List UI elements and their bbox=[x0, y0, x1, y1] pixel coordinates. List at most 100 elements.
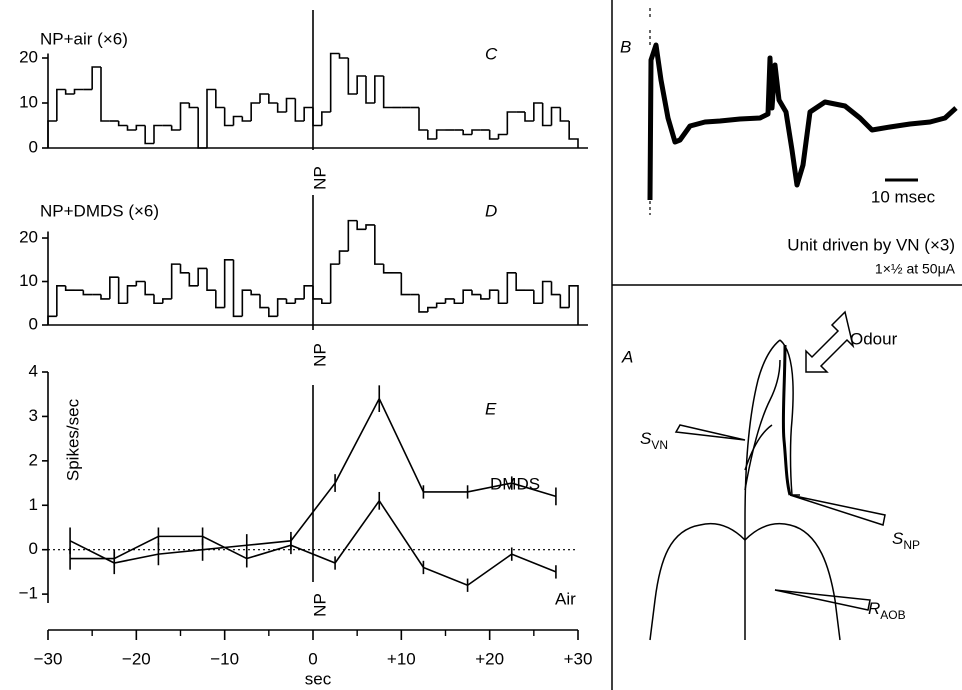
histogram-bar bbox=[170, 125, 181, 131]
histogram-bar bbox=[435, 302, 446, 308]
x-tick-label: −20 bbox=[122, 649, 151, 668]
histogram-bar bbox=[338, 53, 349, 59]
odour-label: Odour bbox=[850, 329, 898, 348]
series-line bbox=[70, 499, 557, 587]
histogram-bar bbox=[144, 281, 154, 296]
histogram-bar bbox=[223, 107, 234, 127]
histogram-bar bbox=[365, 224, 375, 230]
histogram-bar bbox=[533, 102, 543, 121]
histogram-bar bbox=[170, 263, 181, 299]
histogram-bar bbox=[488, 130, 499, 140]
histogram-bar bbox=[206, 88, 216, 148]
histogram-bar bbox=[223, 258, 234, 308]
scale-bar-label: 10 msec bbox=[871, 187, 936, 206]
histogram-bar bbox=[47, 315, 57, 325]
histogram-bar bbox=[435, 129, 446, 139]
histogram-bar bbox=[347, 58, 358, 95]
histogram-bar bbox=[64, 285, 75, 292]
histogram-bar bbox=[91, 66, 101, 90]
x-tick-label: +10 bbox=[387, 649, 416, 668]
caption: Unit driven by VN (×3) bbox=[787, 235, 955, 254]
histogram-bar bbox=[365, 76, 375, 104]
histogram-bar bbox=[162, 298, 172, 304]
series-line bbox=[69, 396, 557, 564]
x-axis-label: sec bbox=[305, 669, 332, 688]
histogram-bar bbox=[533, 290, 543, 305]
electrode-label: RAOB bbox=[868, 599, 906, 622]
histogram-bar bbox=[550, 106, 561, 126]
histogram-bar bbox=[541, 103, 552, 127]
y-tick-label: 3 bbox=[29, 406, 38, 425]
histogram-bar bbox=[215, 290, 225, 309]
histogram-bar bbox=[294, 98, 305, 122]
histogram-bar bbox=[541, 280, 552, 304]
histogram-bar bbox=[338, 250, 349, 265]
histogram-bar bbox=[515, 272, 525, 292]
histogram-bar bbox=[126, 125, 137, 131]
histogram-bar bbox=[427, 130, 437, 140]
y-tick-label: 10 bbox=[19, 271, 38, 290]
panel-letter: D bbox=[485, 201, 497, 220]
y-tick-label: 10 bbox=[19, 92, 38, 111]
histogram-bar bbox=[400, 272, 411, 296]
histogram-bar bbox=[382, 264, 393, 274]
histogram-bar bbox=[329, 263, 340, 304]
x-tick-label: +30 bbox=[564, 649, 593, 668]
y-tick-label: −1 bbox=[19, 584, 38, 603]
panel-letter: B bbox=[620, 37, 631, 56]
x-tick-label: −10 bbox=[210, 649, 239, 668]
histogram-bar bbox=[559, 107, 570, 122]
histogram-bar bbox=[117, 121, 128, 127]
histogram-bar bbox=[179, 102, 190, 130]
histogram-bar bbox=[153, 294, 163, 305]
label-main: R bbox=[868, 599, 880, 618]
histogram-bar bbox=[497, 290, 508, 305]
histogram-bar bbox=[356, 220, 366, 231]
histogram-bar bbox=[153, 124, 163, 144]
histogram-bar bbox=[135, 124, 146, 130]
histogram-bar bbox=[215, 89, 225, 109]
histogram-bar bbox=[135, 280, 146, 286]
histogram-bar bbox=[47, 120, 57, 148]
histogram-bar bbox=[471, 129, 481, 135]
histogram-bar bbox=[506, 111, 517, 135]
histogram-bar bbox=[241, 289, 252, 317]
histogram-bar bbox=[427, 306, 437, 312]
histogram-bar bbox=[462, 289, 472, 304]
np-label: NP bbox=[310, 343, 329, 367]
histogram-bar bbox=[250, 290, 260, 296]
histogram-bar bbox=[188, 103, 199, 109]
electrode-label: SNP bbox=[892, 529, 920, 552]
histogram-bar bbox=[453, 298, 464, 305]
panel-letter: A bbox=[621, 347, 633, 366]
y-tick-label: 20 bbox=[19, 47, 38, 66]
histogram-bar bbox=[276, 103, 287, 113]
histogram-bar bbox=[418, 294, 428, 313]
x-tick-label: +20 bbox=[475, 649, 504, 668]
histogram-bar bbox=[197, 267, 207, 286]
histogram-bar bbox=[109, 276, 119, 299]
histogram-bar bbox=[321, 298, 331, 305]
stimulus: 1×½ at 50μA bbox=[875, 261, 956, 277]
histogram-bar bbox=[232, 259, 243, 318]
y-tick-label: 0 bbox=[29, 539, 38, 558]
label-sub: AOB bbox=[880, 608, 905, 622]
histogram-bar bbox=[100, 67, 110, 122]
histogram-bar bbox=[268, 94, 278, 104]
np-label: NP bbox=[310, 593, 329, 617]
histogram-bar bbox=[259, 294, 269, 309]
histogram-bar bbox=[206, 268, 216, 292]
y-tick-label: 0 bbox=[29, 314, 38, 333]
chart-title: NP+DMDS (×6) bbox=[40, 201, 159, 220]
histogram-bar bbox=[497, 133, 508, 139]
histogram-bar bbox=[506, 272, 517, 304]
histogram-bar bbox=[488, 289, 499, 299]
histogram-bar bbox=[374, 75, 384, 103]
histogram-bar bbox=[356, 75, 366, 94]
histogram-bar bbox=[294, 298, 305, 304]
label-main: S bbox=[892, 529, 904, 548]
histogram-bar bbox=[418, 107, 428, 131]
label-sub: NP bbox=[903, 538, 920, 552]
histogram-bar bbox=[232, 115, 243, 126]
